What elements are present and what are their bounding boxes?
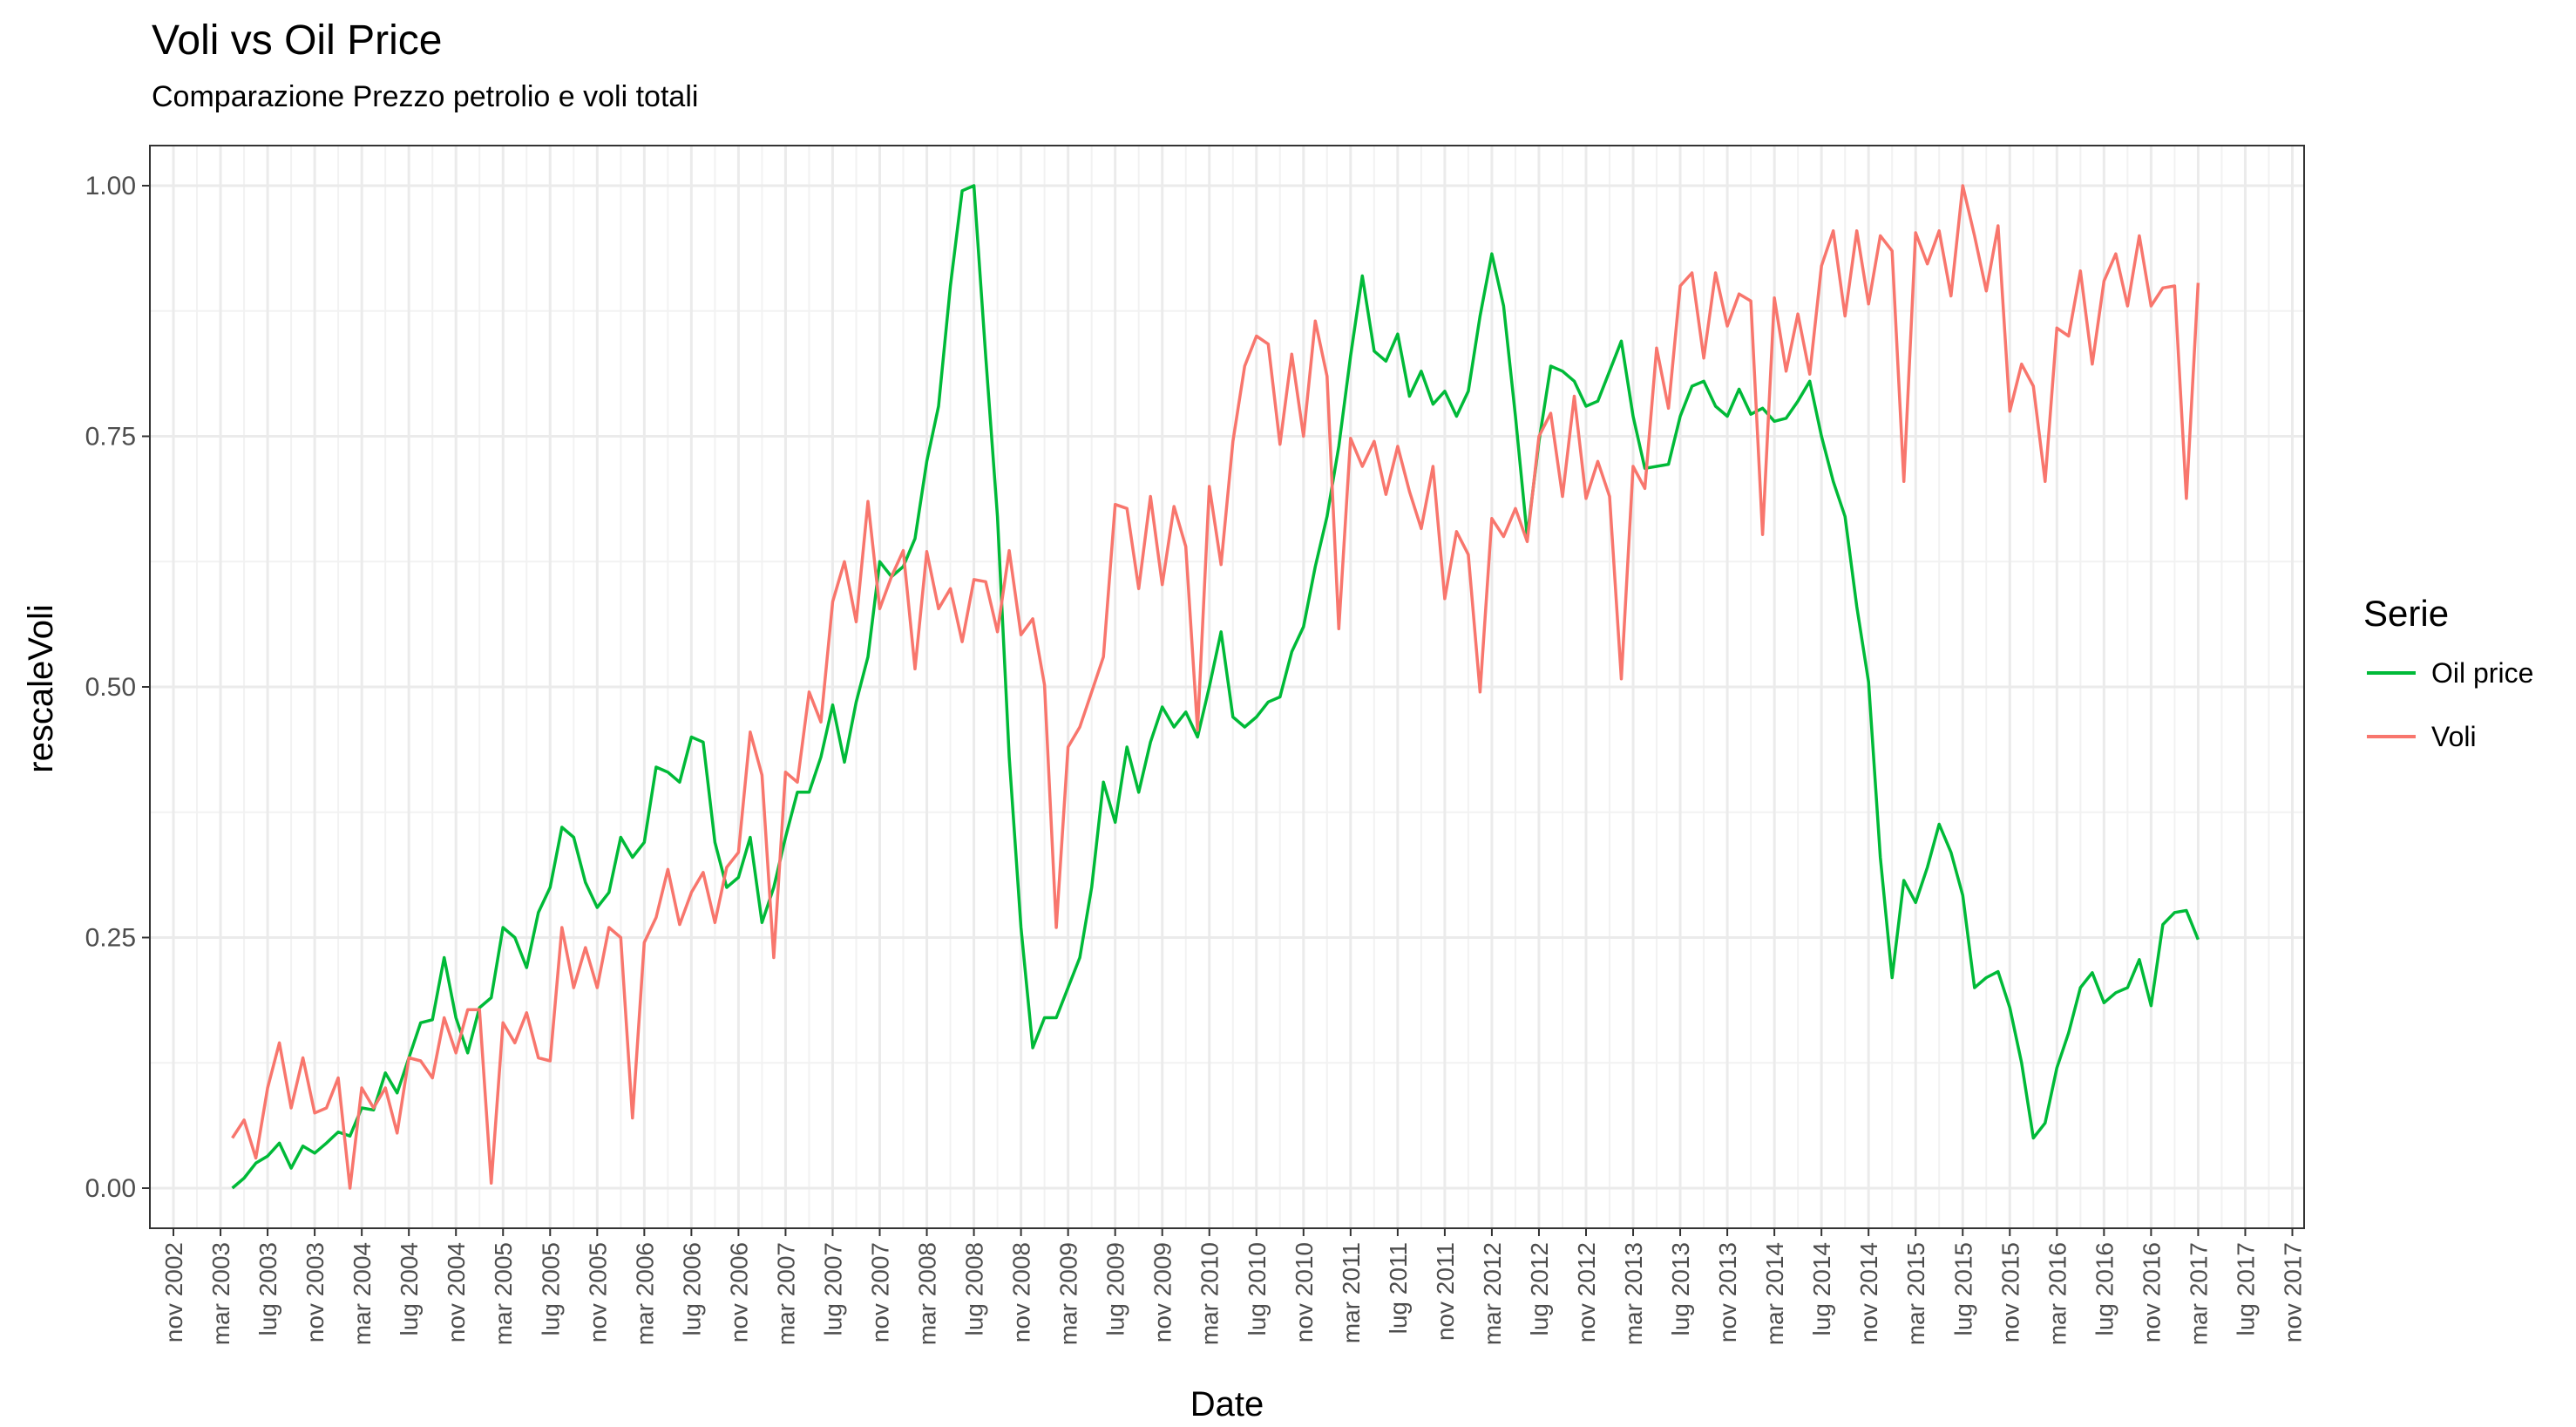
x-tick-label: nov 2007 xyxy=(867,1242,894,1342)
x-tick-label: nov 2010 xyxy=(1291,1242,1318,1342)
x-tick-label: lug 2010 xyxy=(1244,1242,1271,1335)
x-tick-label: lug 2006 xyxy=(678,1242,705,1335)
x-tick-label: mar 2014 xyxy=(1761,1242,1788,1345)
legend-title: Serie xyxy=(2363,593,2449,634)
x-tick-label: nov 2016 xyxy=(2138,1242,2165,1342)
x-tick-label: lug 2012 xyxy=(1526,1242,1553,1335)
x-tick-label: nov 2008 xyxy=(1008,1242,1035,1342)
series-line-voli xyxy=(231,184,2200,1190)
x-tick-label: mar 2003 xyxy=(207,1242,234,1345)
x-axis: nov 2002 mar 2003 lug 2003 nov 2003 mar 2004… xyxy=(160,1228,2306,1345)
series-layer xyxy=(231,184,2200,1190)
y-axis-title: rescaleVoli xyxy=(22,604,60,772)
grid-major xyxy=(150,146,2304,1228)
x-tick-label: nov 2004 xyxy=(443,1242,470,1342)
x-tick-label: nov 2002 xyxy=(160,1242,187,1342)
y-tick-label: 0.25 xyxy=(85,924,136,953)
x-tick-label: mar 2007 xyxy=(772,1242,799,1345)
x-tick-label: lug 2007 xyxy=(819,1242,846,1335)
x-tick-label: mar 2005 xyxy=(490,1242,517,1345)
x-tick-label: lug 2004 xyxy=(396,1242,423,1335)
x-tick-label: lug 2014 xyxy=(1808,1242,1835,1335)
x-tick-label: mar 2011 xyxy=(1338,1242,1365,1343)
chart-subtitle: Comparazione Prezzo petrolio e voli tota… xyxy=(152,80,698,113)
x-tick-label: lug 2017 xyxy=(2232,1242,2259,1335)
legend-label-oil-price: Oil price xyxy=(2431,657,2533,689)
x-tick-label: lug 2005 xyxy=(537,1242,564,1335)
x-tick-label: mar 2006 xyxy=(631,1242,658,1345)
x-tick-label: nov 2003 xyxy=(302,1242,329,1342)
x-tick-label: lug 2016 xyxy=(2091,1242,2118,1335)
y-tick-label: 0.00 xyxy=(85,1174,136,1203)
x-tick-label: mar 2009 xyxy=(1055,1242,1082,1345)
series-line-oil-price xyxy=(231,184,2200,1190)
x-tick-label: lug 2013 xyxy=(1667,1242,1694,1335)
x-tick-label: mar 2008 xyxy=(914,1242,941,1345)
legend-label-voli: Voli xyxy=(2431,721,2477,752)
x-tick-label: mar 2004 xyxy=(349,1242,376,1345)
x-tick-label: nov 2012 xyxy=(1573,1242,1600,1342)
y-tick-label: 0.75 xyxy=(85,423,136,452)
x-tick-label: nov 2011 xyxy=(1432,1242,1459,1341)
legend: Serie Oil price Voli xyxy=(2363,593,2533,752)
x-tick-label: lug 2011 xyxy=(1385,1242,1412,1334)
x-tick-label: lug 2015 xyxy=(1949,1242,1976,1335)
chart-title: Voli vs Oil Price xyxy=(152,17,442,64)
y-tick-label: 0.50 xyxy=(85,673,136,702)
x-tick-label: mar 2013 xyxy=(1620,1242,1647,1345)
x-tick-label: mar 2015 xyxy=(1902,1242,1929,1345)
x-tick-label: nov 2017 xyxy=(2279,1242,2306,1342)
y-axis: 0.00 0.25 0.50 0.75 1.00 xyxy=(85,172,150,1203)
x-tick-label: mar 2017 xyxy=(2185,1242,2212,1345)
x-tick-label: mar 2012 xyxy=(1479,1242,1506,1345)
x-tick-label: nov 2005 xyxy=(584,1242,611,1342)
x-tick-label: nov 2009 xyxy=(1149,1242,1176,1342)
x-tick-label: lug 2003 xyxy=(254,1242,281,1335)
x-tick-label: mar 2016 xyxy=(2044,1242,2071,1345)
x-tick-label: nov 2015 xyxy=(1996,1242,2024,1342)
x-tick-label: nov 2006 xyxy=(725,1242,752,1342)
x-tick-label: nov 2014 xyxy=(1855,1242,1882,1342)
x-tick-label: lug 2009 xyxy=(1102,1242,1129,1335)
x-tick-label: lug 2008 xyxy=(961,1242,988,1335)
x-axis-title: Date xyxy=(1190,1385,1264,1424)
x-tick-label: mar 2010 xyxy=(1196,1242,1224,1345)
y-tick-label: 1.00 xyxy=(85,172,136,200)
x-tick-label: nov 2013 xyxy=(1714,1242,1741,1342)
